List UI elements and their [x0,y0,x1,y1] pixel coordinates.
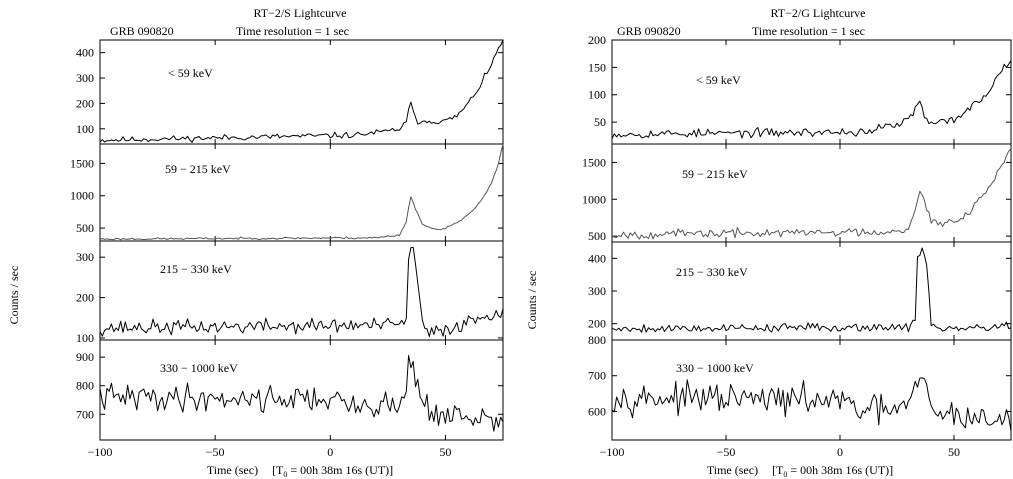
left-panel-2: 59 − 215 keV 500 1000 1500 [70,143,504,242]
left-panel-4: 330 − 1000 keV 700 800 900 [76,339,504,441]
right-panel-3: 215 − 330 keV 200 300 400 [588,241,1012,341]
right-xtick-label: 0 [837,445,843,459]
right-x-axis: −100 −50 0 50 [600,445,960,459]
right-panel-4-frame [611,339,1012,441]
right-panel-1: < 59 keV 50 100 150 200 [588,33,1012,145]
right-panel-1-band: < 59 keV [696,73,741,87]
right-panel-4-ytick-label: 700 [588,369,606,383]
left-panel-3-lightcurve [99,246,504,337]
right-panel-3-ytick-label: 400 [588,251,606,265]
left-figure: RT−2/S Lightcurve GRB 090820 Time resolu… [7,6,504,479]
left-panel-3-band: 215 − 330 keV [160,262,232,276]
right-panel-2-ytick-label: 1000 [582,192,606,206]
right-burst-label: GRB 090820 [617,24,681,38]
left-panel-2-band: 59 − 215 keV [165,162,231,176]
right-xtick-label: −50 [717,445,736,459]
right-panel-2: 59 − 215 keV 500 1000 1500 [582,143,1012,243]
left-panel-1-ytick-label: 100 [76,122,94,136]
right-panel-1-ytick-label: 50 [594,115,606,129]
right-panel-4-ytick-label: 600 [588,404,606,418]
left-panel-1-ytick-label: 300 [76,71,94,85]
left-panel-1-band: < 59 keV [168,66,213,80]
left-burst-label: GRB 090820 [110,24,174,38]
left-panel-2-ytick-label: 1500 [70,156,94,170]
left-panel-3-marks: 100 200 300 [76,241,504,345]
left-panel-3: 215 − 330 keV 100 200 300 [76,240,504,345]
left-resolution-label: Time resolution = 1 sec [236,24,349,38]
right-resolution-label: Time resolution = 1 sec [752,24,865,38]
right-panel-2-ytick-label: 1500 [582,155,606,169]
left-panel-3-ytick-label: 100 [76,331,94,345]
left-xtick-label: −50 [206,445,225,459]
left-ylabel: Counts / sec [7,266,21,325]
right-panel-3-marks: 200 300 400 [588,242,1012,340]
left-panel-4-ytick-label: 700 [76,407,94,421]
left-xlabel: Time (sec) [T0 = 00h 38m 16s (UT)] [207,463,393,479]
left-title: RT−2/S Lightcurve [253,6,346,20]
right-panel-3-ytick-label: 200 [588,317,606,331]
right-panel-1-ytick-label: 150 [588,60,606,74]
right-panel-1-lightcurve [611,60,1012,139]
left-panel-3-frame [99,240,504,341]
right-xtick-label: 50 [948,445,960,459]
right-panel-1-ytick-label: 200 [588,33,606,47]
right-panel-4: 330 − 1000 keV 600 700 800 [588,333,1012,441]
left-panel-4-ytick-label: 800 [76,379,94,393]
left-panel-1-frame [99,39,504,145]
right-panel-4-marks: 600 700 800 [588,333,1012,440]
right-xtick-label: −100 [600,445,625,459]
right-panel-2-frame [611,143,1012,243]
right-panel-4-ytick-label: 800 [588,333,606,347]
left-panel-1-ytick-label: 400 [76,46,94,60]
left-panel-4-ytick-label: 900 [76,350,94,364]
right-panel-1-ytick-label: 100 [588,88,606,102]
right-panel-2-lightcurve [611,148,1012,240]
left-panel-3-ytick-label: 200 [76,291,94,305]
right-panel-2-marks: 500 1000 1500 [582,144,1012,243]
left-panel-2-ytick-label: 1000 [70,189,94,203]
left-panel-2-marks: 500 1000 1500 [70,143,504,241]
left-panel-4-frame [99,339,504,441]
left-panel-2-frame [99,143,504,242]
left-xtick-label: 0 [327,445,333,459]
left-panel-4-marks: 700 800 900 [76,340,504,440]
right-panel-4-band: 330 − 1000 keV [676,361,754,375]
left-xtick-label: 50 [439,445,451,459]
right-figure: RT−2/G Lightcurve GRB 090820 Time resolu… [525,6,1012,479]
right-panel-4-lightcurve [611,377,1012,432]
right-panel-2-ytick-label: 500 [588,229,606,243]
right-title: RT−2/G Lightcurve [770,6,865,20]
right-xlabel: Time (sec) [T0 = 00h 38m 16s (UT)] [707,463,893,479]
right-panel-2-band: 59 − 215 keV [682,167,748,181]
right-panel-1-marks: 50 100 150 200 [588,33,1012,144]
right-panel-3-lightcurve [611,247,1012,333]
left-panel-4-lightcurve [99,355,504,432]
right-ylabel: Counts / sec [525,271,539,330]
right-panel-3-ytick-label: 300 [588,284,606,298]
left-panel-2-ytick-label: 500 [76,221,94,235]
left-xtick-label: −100 [88,445,113,459]
left-panel-1-lightcurve [99,39,504,143]
right-panel-3-band: 215 − 330 keV [676,265,748,279]
left-x-axis: −100 −50 0 50 [88,445,452,459]
right-panel-1-frame [611,39,1012,145]
left-panel-1: < 59 keV 100 200 300 400 [76,39,504,145]
left-panel-4-band: 330 − 1000 keV [160,361,238,375]
left-panel-1-marks: 100 200 300 400 [76,39,504,144]
left-panel-3-ytick-label: 300 [76,250,94,264]
left-panel-1-ytick-label: 200 [76,96,94,110]
left-panel-2-lightcurve [99,143,504,241]
